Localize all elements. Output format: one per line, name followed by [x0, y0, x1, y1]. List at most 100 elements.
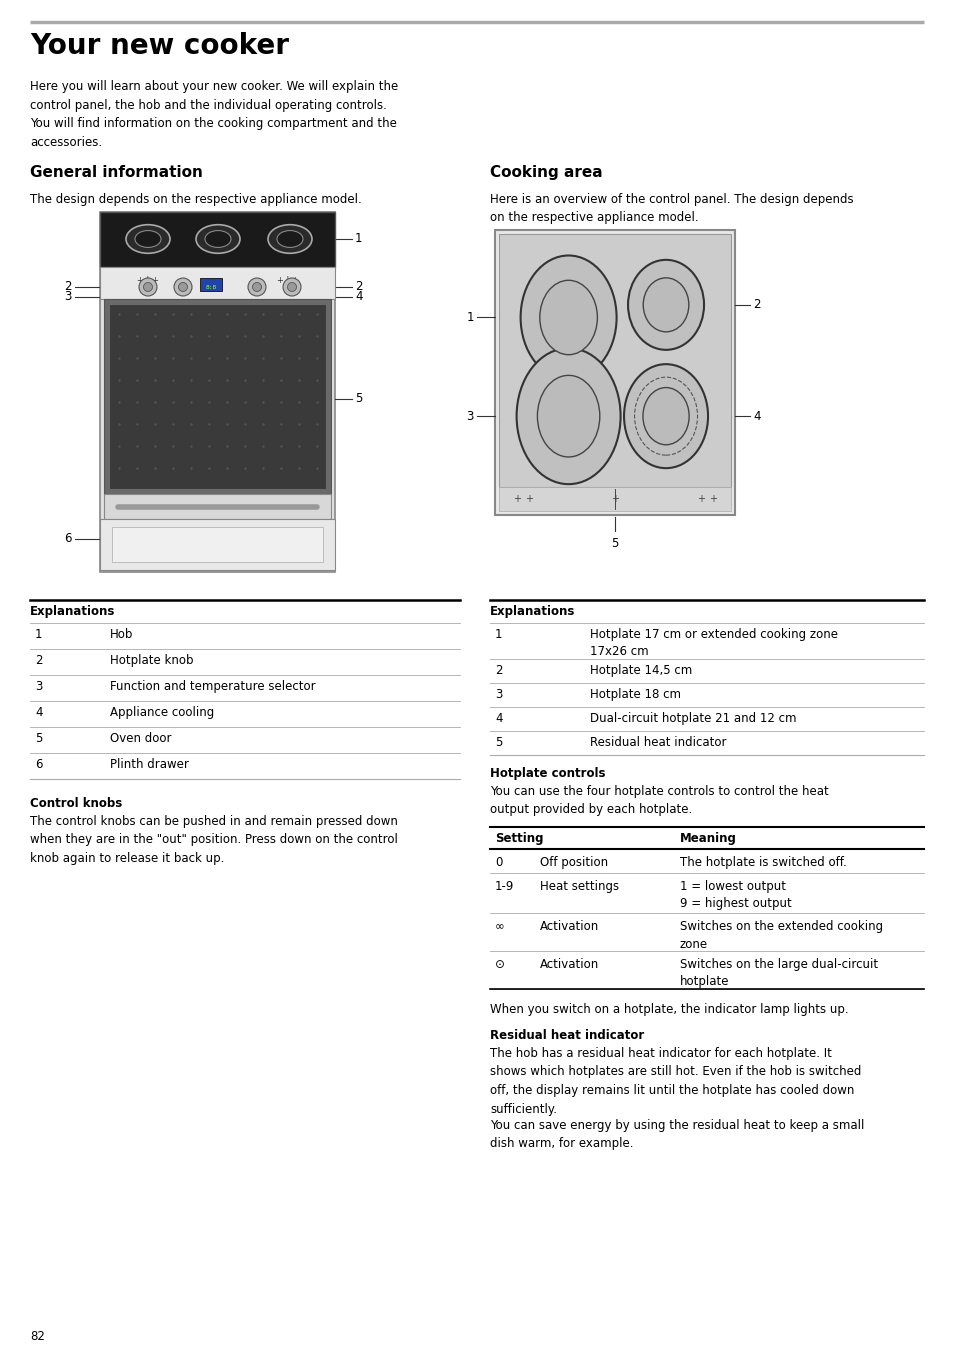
Text: Meaning: Meaning — [679, 832, 736, 845]
Ellipse shape — [195, 224, 240, 254]
Text: Oven door: Oven door — [110, 732, 172, 745]
Text: Cooking area: Cooking area — [490, 165, 602, 180]
Text: 0: 0 — [495, 856, 502, 869]
Bar — [100, 267, 335, 298]
Text: 5: 5 — [611, 537, 618, 549]
Ellipse shape — [539, 281, 597, 355]
Text: Here you will learn about your new cooker. We will explain the
control panel, th: Here you will learn about your new cooke… — [30, 80, 397, 148]
Text: Hob: Hob — [110, 628, 133, 641]
Text: Plinth drawer: Plinth drawer — [110, 757, 189, 771]
Text: +: + — [708, 494, 717, 504]
Text: Hotplate 14,5 cm: Hotplate 14,5 cm — [589, 664, 692, 676]
Bar — [200, 278, 222, 292]
Bar — [104, 494, 331, 518]
Text: Hotplate knob: Hotplate knob — [110, 653, 193, 667]
Text: Heat settings: Heat settings — [539, 880, 618, 892]
Text: 1-9: 1-9 — [495, 880, 514, 892]
Text: When you switch on a hotplate, the indicator lamp lights up.: When you switch on a hotplate, the indic… — [490, 1003, 848, 1017]
Text: Switches on the extended cooking
zone: Switches on the extended cooking zone — [679, 919, 882, 950]
Ellipse shape — [276, 231, 303, 247]
Text: Appliance cooling: Appliance cooling — [110, 706, 214, 720]
Text: 3: 3 — [35, 680, 42, 693]
Text: 8:8: 8:8 — [205, 285, 216, 290]
Text: 3: 3 — [466, 409, 474, 423]
Text: 5: 5 — [355, 393, 362, 405]
Ellipse shape — [623, 364, 707, 468]
Text: Hotplate 17 cm or extended cooking zone
17x26 cm: Hotplate 17 cm or extended cooking zone … — [589, 628, 837, 657]
Ellipse shape — [520, 255, 616, 379]
Text: 82: 82 — [30, 1330, 45, 1343]
Bar — [498, 487, 730, 512]
Text: +: + — [524, 494, 533, 504]
Text: 2: 2 — [355, 281, 362, 293]
Ellipse shape — [205, 231, 231, 247]
Text: Residual heat indicator: Residual heat indicator — [490, 1029, 643, 1042]
Text: 2: 2 — [495, 664, 502, 676]
Text: Switches on the large dual-circuit
hotplate: Switches on the large dual-circuit hotpl… — [679, 958, 877, 988]
Text: Control knobs: Control knobs — [30, 796, 122, 810]
Text: ∞: ∞ — [495, 919, 504, 933]
Ellipse shape — [537, 375, 599, 456]
Text: Off position: Off position — [539, 856, 607, 869]
Ellipse shape — [517, 348, 620, 485]
Text: 2: 2 — [65, 281, 71, 293]
Text: 5: 5 — [495, 736, 502, 749]
Text: Dual-circuit hotplate 21 and 12 cm: Dual-circuit hotplate 21 and 12 cm — [589, 711, 796, 725]
Text: General information: General information — [30, 165, 203, 180]
Text: The hob has a residual heat indicator for each hotplate. It
shows which hotplate: The hob has a residual heat indicator fo… — [490, 1048, 861, 1115]
Text: 3: 3 — [65, 290, 71, 304]
Circle shape — [139, 278, 157, 296]
Text: Setting: Setting — [495, 832, 543, 845]
Text: + | +: + | + — [276, 275, 298, 285]
Text: Activation: Activation — [539, 919, 598, 933]
Bar — [495, 230, 734, 514]
Text: + | +: + | + — [137, 275, 159, 285]
Text: 5: 5 — [35, 732, 42, 745]
Circle shape — [143, 282, 152, 292]
Circle shape — [178, 282, 188, 292]
Text: 6: 6 — [35, 757, 43, 771]
Ellipse shape — [126, 224, 170, 254]
Bar — [104, 298, 331, 494]
Circle shape — [248, 278, 266, 296]
Bar — [100, 518, 335, 570]
Text: 4: 4 — [35, 706, 43, 720]
Ellipse shape — [268, 224, 312, 254]
Text: The design depends on the respective appliance model.: The design depends on the respective app… — [30, 193, 361, 207]
Ellipse shape — [135, 231, 161, 247]
Text: 3: 3 — [495, 688, 502, 701]
Text: Explanations: Explanations — [30, 605, 115, 618]
Text: Activation: Activation — [539, 958, 598, 971]
Text: Function and temperature selector: Function and temperature selector — [110, 680, 315, 693]
Text: Your new cooker: Your new cooker — [30, 32, 289, 59]
Text: 4: 4 — [355, 290, 362, 304]
Text: Explanations: Explanations — [490, 605, 575, 618]
Text: Here is an overview of the control panel. The design depends
on the respective a: Here is an overview of the control panel… — [490, 193, 853, 224]
Bar — [100, 212, 335, 572]
Text: The control knobs can be pushed in and remain pressed down
when they are in the : The control knobs can be pushed in and r… — [30, 815, 397, 865]
Circle shape — [173, 278, 192, 296]
Text: Residual heat indicator: Residual heat indicator — [589, 736, 726, 749]
Text: 2: 2 — [35, 653, 43, 667]
Circle shape — [253, 282, 261, 292]
Text: 2: 2 — [752, 298, 760, 312]
Bar — [112, 526, 323, 562]
Text: 1: 1 — [495, 628, 502, 641]
Text: You can use the four hotplate controls to control the heat
output provided by ea: You can use the four hotplate controls t… — [490, 784, 828, 817]
Text: +: + — [513, 494, 520, 504]
Text: 1: 1 — [35, 628, 43, 641]
Text: 4: 4 — [495, 711, 502, 725]
Text: +: + — [610, 494, 618, 504]
Text: Hotplate 18 cm: Hotplate 18 cm — [589, 688, 680, 701]
Text: The hotplate is switched off.: The hotplate is switched off. — [679, 856, 846, 869]
Bar — [110, 305, 325, 487]
Text: You can save energy by using the residual heat to keep a small
dish warm, for ex: You can save energy by using the residua… — [490, 1119, 863, 1150]
Text: Hotplate controls: Hotplate controls — [490, 767, 605, 780]
Text: ⊙: ⊙ — [495, 958, 504, 971]
Ellipse shape — [627, 259, 703, 350]
Text: 1 = lowest output
9 = highest output: 1 = lowest output 9 = highest output — [679, 880, 791, 910]
Circle shape — [283, 278, 301, 296]
Text: 1: 1 — [466, 310, 474, 324]
Text: 6: 6 — [65, 532, 71, 545]
Ellipse shape — [642, 278, 688, 332]
